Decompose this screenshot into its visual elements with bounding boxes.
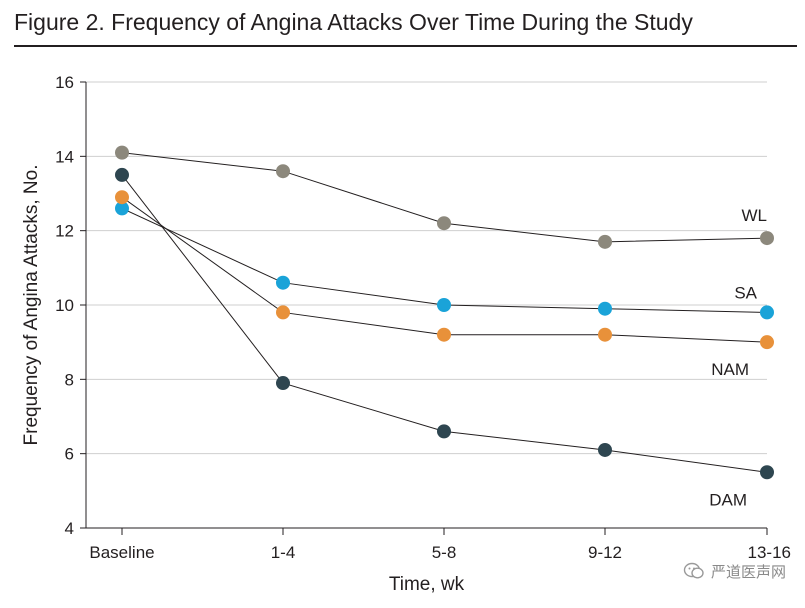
data-point-dam	[115, 167, 129, 182]
x-tick-label: 9-12	[588, 543, 622, 562]
series-label-dam: DAM	[709, 490, 747, 509]
data-point-wl	[598, 234, 612, 249]
data-point-dam	[276, 376, 290, 391]
y-tick-label: 12	[55, 222, 74, 241]
chat-bubble-icon	[683, 562, 704, 579]
data-point-sa	[276, 275, 290, 290]
data-point-sa	[115, 201, 129, 216]
series-lines	[115, 145, 774, 480]
y-tick-label: 14	[55, 147, 74, 166]
x-tick-label: 1-4	[271, 543, 296, 562]
data-point-wl	[276, 164, 290, 179]
data-point-dam	[598, 442, 612, 457]
y-tick-label: 4	[65, 519, 74, 538]
y-axis-title: Frequency of Angina Attacks, No.	[21, 165, 42, 446]
axes	[80, 81, 768, 535]
data-point-wl	[115, 145, 129, 160]
data-point-sa	[437, 298, 451, 312]
x-tick-label: 13-16	[748, 543, 791, 562]
y-tick-label: 8	[65, 370, 74, 389]
data-point-nam	[598, 327, 612, 342]
data-point-nam	[437, 327, 451, 342]
series-label-sa: SA	[734, 283, 757, 302]
x-axis-title: Time, wk	[389, 574, 465, 595]
data-point-nam	[115, 190, 129, 205]
data-point-sa	[760, 305, 774, 320]
title-divider	[14, 45, 797, 47]
axis-labels: 4 6 8 10 12 14 16 Baseline 1-4 5-8 9-12 13-16 Time, …	[21, 73, 791, 595]
grid-lines	[86, 81, 767, 455]
data-point-nam	[760, 335, 774, 350]
x-tick-label: Baseline	[89, 543, 154, 562]
x-tick-label: 5-8	[432, 543, 457, 562]
watermark: 严道医声网	[683, 560, 786, 582]
data-point-dam	[437, 424, 451, 439]
y-tick-label: 16	[55, 73, 74, 92]
y-tick-label: 10	[55, 296, 74, 315]
data-point-wl	[437, 216, 451, 231]
data-point-sa	[598, 301, 612, 316]
data-point-wl	[760, 231, 774, 246]
data-point-dam	[760, 465, 774, 480]
figure-title: Figure 2. Frequency of Angina Attacks Ov…	[14, 9, 693, 35]
data-point-nam	[276, 305, 290, 320]
watermark-text: 严道医声网	[711, 563, 787, 581]
series-label-wl: WL	[742, 206, 768, 225]
y-tick-label: 6	[65, 445, 74, 464]
series-label-nam: NAM	[711, 360, 749, 379]
